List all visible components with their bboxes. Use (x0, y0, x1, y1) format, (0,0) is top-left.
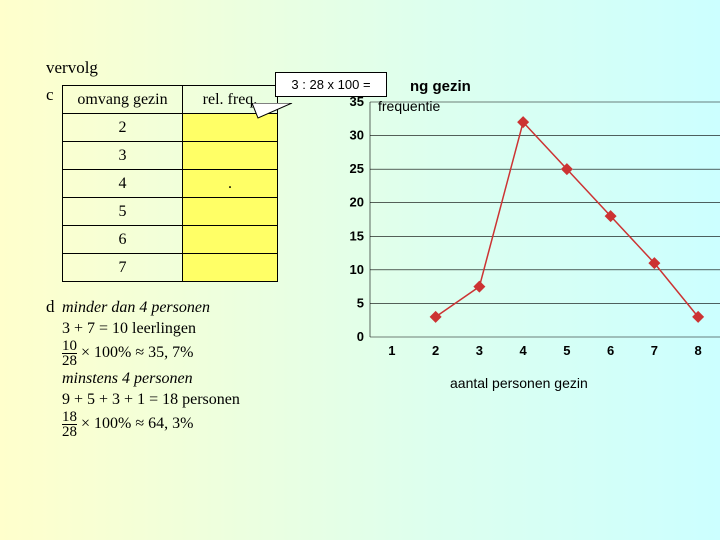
fraction-2: 1828 (62, 410, 77, 439)
svg-text:2: 2 (432, 343, 439, 358)
table-cell (183, 142, 278, 170)
table-cell: 7 (63, 254, 183, 282)
chart-xlabel: aantal personen gezin (450, 375, 588, 391)
svg-text:1: 1 (388, 343, 395, 358)
part-d-body: minder dan 4 personen 3 + 7 = 10 leerlin… (62, 297, 240, 439)
svg-text:4: 4 (520, 343, 528, 358)
table-cell: 4 (63, 170, 183, 198)
svg-text:35: 35 (350, 94, 364, 109)
heading: vervolg (46, 58, 98, 78)
svg-text:15: 15 (350, 228, 364, 243)
line-chart: 0 5 10 15 20 25 30 35 1 2 3 4 5 6 7 8 (340, 77, 720, 367)
svg-text:0: 0 (357, 329, 364, 344)
svg-text:10: 10 (350, 262, 364, 277)
table-cell: . (183, 170, 278, 198)
table-cell (183, 226, 278, 254)
table-cell: 6 (63, 226, 183, 254)
d-line-1: minder dan 4 personen (62, 299, 210, 316)
table-cell: 3 (63, 142, 183, 170)
fraction-1: 1028 (62, 339, 77, 368)
d-line-4: minstens 4 personen (62, 370, 193, 387)
pct-2: × 100% ≈ 64, 3% (77, 415, 193, 432)
part-c-label: c (46, 85, 54, 105)
svg-text:25: 25 (350, 161, 364, 176)
table-cell: 2 (63, 114, 183, 142)
table-cell (183, 198, 278, 226)
svg-text:6: 6 (607, 343, 614, 358)
table-cell: 5 (63, 198, 183, 226)
svg-text:20: 20 (350, 195, 364, 210)
pct-1: × 100% ≈ 35, 7% (77, 344, 193, 361)
svg-text:30: 30 (350, 128, 364, 143)
table-header-col1: omvang gezin (63, 86, 183, 114)
svg-text:3: 3 (476, 343, 483, 358)
callout-tail (252, 103, 302, 123)
svg-text:5: 5 (357, 295, 364, 310)
d-line-2: 3 + 7 = 10 leerlingen (62, 320, 196, 337)
freq-table: omvang gezin rel. freq. 2 3 4. 5 6 7 (62, 85, 278, 282)
table-cell (183, 254, 278, 282)
svg-text:5: 5 (563, 343, 570, 358)
svg-text:7: 7 (651, 343, 658, 358)
svg-text:8: 8 (695, 343, 702, 358)
part-d-label: d (46, 297, 55, 317)
d-line-5: 9 + 5 + 3 + 1 = 18 personen (62, 391, 240, 408)
